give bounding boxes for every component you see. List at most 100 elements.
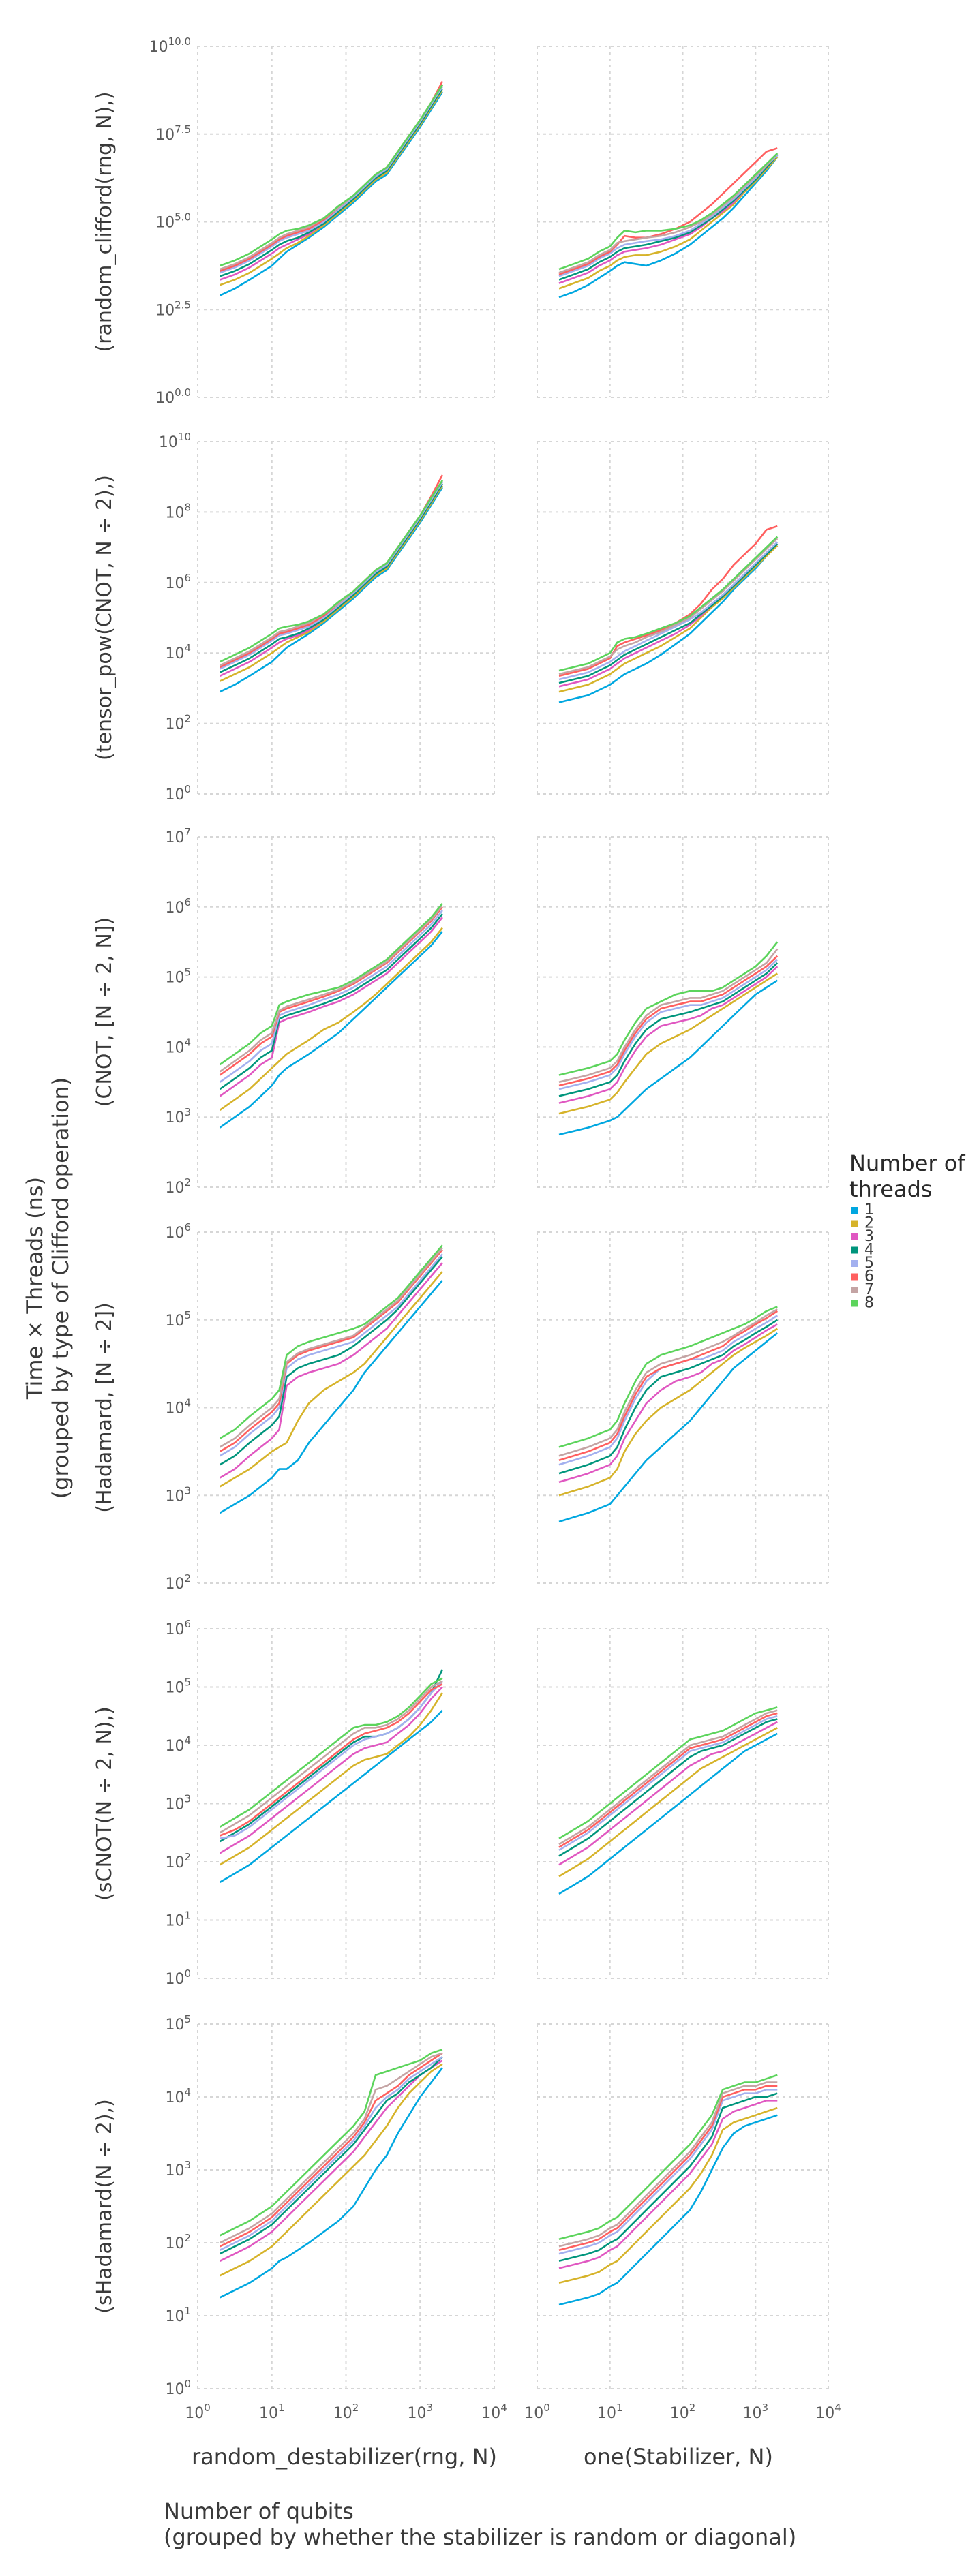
x-axis-title-line-1: Number of qubits [164, 2498, 354, 2524]
legend-swatch-4 [851, 1246, 858, 1254]
series-line-threads-5 [558, 154, 779, 277]
series-line-threads-4 [558, 542, 779, 684]
series-line-threads-4 [219, 1669, 444, 1843]
series-line-threads-1 [558, 979, 779, 1136]
series-line-threads-1 [558, 1732, 778, 1895]
series-line-threads-7 [219, 1247, 443, 1448]
series-line-threads-4 [220, 88, 443, 277]
legend-label-3: 3 [864, 1228, 874, 1245]
series-line-threads-5 [220, 86, 443, 274]
grid-layer [197, 46, 829, 2389]
series-line-threads-6 [220, 2052, 443, 2248]
x-tick-label: 104 [815, 2402, 841, 2422]
series-line-threads-8 [219, 1677, 443, 1828]
y-tick-label: 106 [165, 572, 191, 592]
series-line-threads-6 [558, 955, 779, 1087]
legend-swatch-1 [851, 1207, 858, 1214]
y-tick-label: 103 [165, 1106, 191, 1126]
y-tick-label: 105 [165, 1309, 191, 1330]
series-line-threads-3 [219, 1262, 443, 1479]
series-line-threads-7 [220, 480, 443, 666]
row-facet-label: (tensor_pow(CNOT, N ÷ 2),) [93, 475, 117, 761]
series-line-threads-4 [558, 1718, 778, 1857]
series-line-threads-3 [558, 966, 779, 1104]
y-tick-label: 102 [165, 1176, 191, 1197]
series-line-threads-3 [219, 917, 443, 1097]
tick-label-layer: 100.0 102.5 105.0 107.5 1010.0 (random_cliffo… [93, 35, 841, 2422]
y-tick-label: 101 [165, 2305, 191, 2325]
series-line-threads-6 [220, 1683, 443, 1837]
legend-label-1: 1 [864, 1201, 874, 1218]
x-tick-label: 101 [597, 2402, 623, 2422]
x-tick-label: 102 [333, 2402, 359, 2422]
row-facet-label: (CNOT, [N ÷ 2, N]) [93, 917, 117, 1107]
series-line-threads-7 [558, 1308, 778, 1457]
x-tick-label: 102 [670, 2402, 696, 2422]
legend-swatch-5 [851, 1260, 858, 1267]
series-line-threads-2 [558, 1727, 778, 1877]
y-tick-label: 100 [165, 1967, 191, 1988]
y-tick-label: 102 [165, 1851, 191, 1871]
y-axis-title-line-1: Time × Threads (ns) [22, 1177, 48, 1400]
series-line-threads-8 [558, 153, 779, 271]
series-line-threads-1 [558, 1332, 779, 1523]
y-tick-label: 101 [165, 1910, 191, 1930]
series-line-threads-2 [220, 485, 444, 682]
legend-label-8: 8 [864, 1295, 874, 1312]
series-line-threads-5 [220, 1681, 443, 1840]
series-line-threads-2 [220, 89, 443, 286]
row-facet-label: (sHadamard(N ÷ 2),) [93, 2099, 117, 2314]
series-line-threads-1 [220, 2067, 443, 2299]
y-tick-label: 102 [165, 713, 191, 733]
legend-label-2: 2 [864, 1215, 874, 1232]
series-line-threads-5 [220, 481, 443, 670]
y-axis-title-line-2: (grouped by type of Clifford operation) [48, 1077, 74, 1499]
y-tick-label: 100.0 [155, 386, 191, 407]
series-line-threads-2 [558, 972, 778, 1115]
series-line-threads-5 [219, 910, 443, 1083]
series-line-threads-8 [558, 536, 779, 672]
series-line-threads-5 [558, 1715, 778, 1852]
x-tick-label: 103 [407, 2402, 433, 2422]
legend-label-4: 4 [864, 1242, 874, 1259]
y-tick-label: 100 [165, 783, 191, 803]
series-line-threads-1 [219, 1279, 443, 1514]
series-line-threads-2 [220, 2063, 443, 2277]
y-tick-label: 1010 [159, 431, 191, 451]
y-tick-label: 107.5 [155, 123, 191, 144]
y-tick-label: 106 [165, 896, 191, 917]
series-line-threads-8 [220, 2049, 443, 2237]
series-line-threads-8 [558, 1306, 778, 1448]
y-tick-label: 106 [165, 1221, 191, 1242]
series-line-threads-7 [558, 538, 779, 675]
series-line-threads-8 [558, 1706, 778, 1839]
row-facet-label: (Hadamard, [N ÷ 2]) [93, 1302, 117, 1512]
series-line-threads-5 [558, 2089, 778, 2255]
y-tick-label: 103 [165, 1484, 191, 1505]
legend-swatch-7 [851, 1287, 858, 1293]
series-line-threads-6 [220, 80, 444, 272]
series-line-threads-6 [558, 1712, 778, 1848]
y-tick-label: 103 [165, 1793, 191, 1813]
series-line-threads-2 [558, 1328, 779, 1497]
row-facet-label: (sCNOT(N ÷ 2, N),) [93, 1706, 117, 1901]
series-line-threads-4 [220, 2056, 443, 2255]
x-tick-label: 100 [185, 2402, 211, 2422]
legend-label-5: 5 [864, 1255, 874, 1272]
series-line-threads-6 [558, 147, 778, 276]
row-facet-label: (random_clifford(rng, N),) [93, 91, 117, 352]
series-line-threads-6 [558, 1310, 779, 1462]
series-line-threads-2 [558, 545, 779, 693]
y-tick-label: 108 [165, 501, 191, 521]
y-tick-label: 1010.0 [149, 35, 191, 56]
y-tick-label: 105 [165, 966, 191, 987]
series-line-threads-3 [558, 1323, 778, 1484]
series-line-threads-4 [219, 1256, 443, 1466]
series-line-threads-7 [558, 1709, 778, 1845]
y-tick-label: 105 [165, 2013, 191, 2034]
series-line-threads-2 [219, 927, 443, 1111]
series-line-threads-8 [219, 1244, 443, 1439]
series-line-threads-8 [220, 84, 443, 267]
axis-titles-layer: Time × Threads (ns) (grouped by type of … [22, 1077, 796, 2550]
